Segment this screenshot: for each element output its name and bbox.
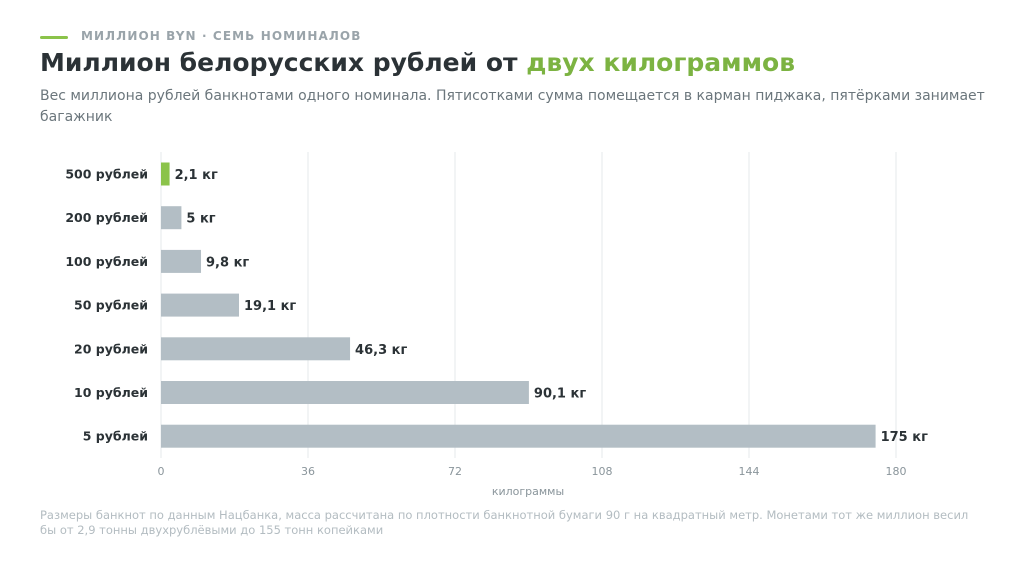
x-tick-label: 144 <box>739 465 760 478</box>
chart-subtitle: Вес миллиона рублей банкнотами одного но… <box>40 88 985 125</box>
bar <box>161 293 239 317</box>
bar <box>161 424 876 448</box>
footnote: Размеры банкнот по данным Нацбанка, масс… <box>40 508 969 537</box>
x-axis-title: килограммы <box>492 485 564 498</box>
x-tick-label: 36 <box>301 465 315 478</box>
x-tick-label: 72 <box>448 465 462 478</box>
value-label: 2,1 кг <box>175 168 218 183</box>
bars-layer <box>161 162 876 448</box>
bar <box>161 249 202 273</box>
category-label: 100 рублей <box>65 254 148 269</box>
value-label: 19,1 кг <box>244 299 296 314</box>
value-label: 5 кг <box>186 212 215 227</box>
category-label: 200 рублей <box>65 210 148 225</box>
value-label: 9,8 кг <box>206 255 249 270</box>
category-label: 5 рублей <box>83 429 148 444</box>
kicker-accent-line <box>40 36 68 39</box>
category-label: 20 рублей <box>74 341 148 356</box>
labels-layer: 0 36 72 108 144 180 500 рублей 2,1 кг 200 рублей… <box>65 167 928 479</box>
bar <box>161 337 351 361</box>
category-label: 500 рублей <box>65 167 148 182</box>
bar <box>161 162 170 186</box>
value-label: 175 кг <box>881 430 928 445</box>
chart-title: Миллион белорусских рублей от двух килог… <box>40 48 795 77</box>
x-tick-label: 108 <box>592 465 613 478</box>
kicker: МИЛЛИОН BYN · СЕМЬ НОМИНАЛОВ <box>81 29 362 43</box>
value-label: 46,3 кг <box>355 343 407 358</box>
bar <box>161 381 529 404</box>
title-main: Миллион белорусских рублей от <box>40 48 527 77</box>
x-tick-label: 180 <box>886 465 907 478</box>
x-tick-label: 0 <box>158 465 165 478</box>
category-label: 10 рублей <box>74 385 148 400</box>
title-accent: двух килограммов <box>526 48 796 77</box>
category-label: 50 рублей <box>74 298 148 313</box>
bar <box>161 206 182 230</box>
value-label: 90,1 кг <box>534 387 586 402</box>
